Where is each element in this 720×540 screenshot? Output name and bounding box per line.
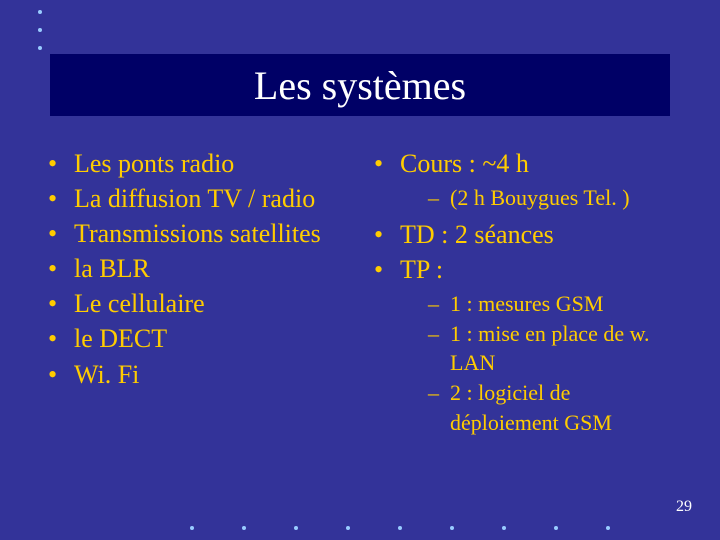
right-bullet-list: Cours : ~4 h (2 h Bouygues Tel. ) TD : 2… bbox=[374, 146, 678, 437]
dot-icon bbox=[502, 526, 506, 530]
sub-item: 1 : mesures GSM bbox=[400, 289, 678, 319]
list-item: le DECT bbox=[48, 321, 374, 356]
list-item: TP : 1 : mesures GSM 1 : mise en place d… bbox=[374, 252, 678, 438]
list-item: Wi. Fi bbox=[48, 357, 374, 392]
sub-item: 2 : logiciel de déploiement GSM bbox=[400, 378, 678, 437]
sub-item: 1 : mise en place de w. LAN bbox=[400, 319, 678, 378]
sub-list: 1 : mesures GSM 1 : mise en place de w. … bbox=[400, 289, 678, 437]
dot-icon bbox=[294, 526, 298, 530]
decoration-dots-vertical bbox=[38, 10, 42, 50]
slide-title: Les systèmes bbox=[254, 62, 466, 109]
dot-icon bbox=[346, 526, 350, 530]
dot-icon bbox=[38, 10, 42, 14]
list-item-text: Cours : ~4 h bbox=[400, 149, 529, 178]
sub-item: (2 h Bouygues Tel. ) bbox=[400, 183, 678, 213]
sub-list: (2 h Bouygues Tel. ) bbox=[400, 183, 678, 213]
slide: Les systèmes Les ponts radio La diffusio… bbox=[0, 0, 720, 540]
list-item: Transmissions satellites bbox=[48, 216, 374, 251]
dot-icon bbox=[190, 526, 194, 530]
list-item: La diffusion TV / radio bbox=[48, 181, 374, 216]
content-area: Les ponts radio La diffusion TV / radio … bbox=[48, 146, 678, 441]
dot-icon bbox=[554, 526, 558, 530]
right-column: Cours : ~4 h (2 h Bouygues Tel. ) TD : 2… bbox=[374, 146, 678, 441]
dot-icon bbox=[606, 526, 610, 530]
title-band: Les systèmes bbox=[50, 54, 670, 116]
dot-icon bbox=[38, 46, 42, 50]
list-item: Le cellulaire bbox=[48, 286, 374, 321]
list-item: Les ponts radio bbox=[48, 146, 374, 181]
decoration-dots-horizontal bbox=[190, 526, 610, 530]
left-column: Les ponts radio La diffusion TV / radio … bbox=[48, 146, 374, 441]
dot-icon bbox=[398, 526, 402, 530]
dot-icon bbox=[450, 526, 454, 530]
page-number: 29 bbox=[676, 498, 692, 516]
list-item: Cours : ~4 h (2 h Bouygues Tel. ) bbox=[374, 146, 678, 213]
dot-icon bbox=[38, 28, 42, 32]
dot-icon bbox=[242, 526, 246, 530]
list-item-text: TP : bbox=[400, 255, 443, 284]
left-bullet-list: Les ponts radio La diffusion TV / radio … bbox=[48, 146, 374, 392]
list-item: TD : 2 séances bbox=[374, 217, 678, 252]
list-item: la BLR bbox=[48, 251, 374, 286]
